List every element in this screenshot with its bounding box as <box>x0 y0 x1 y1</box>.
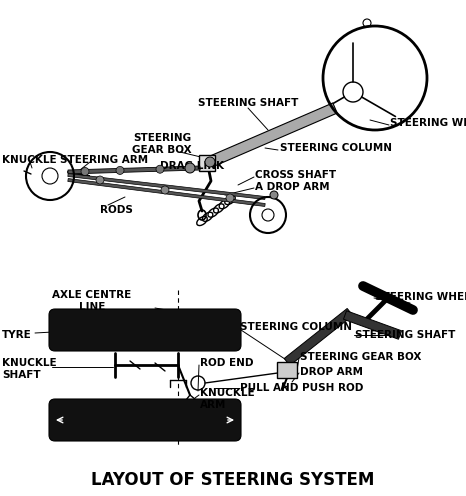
FancyBboxPatch shape <box>49 399 241 441</box>
Text: KNUCKLE: KNUCKLE <box>2 155 57 165</box>
Text: CROSS SHAFT: CROSS SHAFT <box>255 170 336 180</box>
Circle shape <box>205 157 215 167</box>
FancyBboxPatch shape <box>49 309 241 351</box>
Text: STEERING
GEAR BOX: STEERING GEAR BOX <box>132 133 192 155</box>
Circle shape <box>226 194 234 202</box>
Circle shape <box>96 176 104 184</box>
Text: DRAG LINK: DRAG LINK <box>160 161 224 171</box>
Text: STEERING WHEEL: STEERING WHEEL <box>375 292 466 302</box>
Text: STEERING SHAFT: STEERING SHAFT <box>198 98 298 108</box>
Circle shape <box>161 186 169 194</box>
Text: KNUCKLE
SHAFT: KNUCKLE SHAFT <box>2 358 57 379</box>
Circle shape <box>156 165 164 173</box>
Polygon shape <box>343 311 402 339</box>
Polygon shape <box>68 166 200 174</box>
Text: ROD END: ROD END <box>200 358 254 368</box>
Text: PULL AND PUSH ROD: PULL AND PUSH ROD <box>240 383 363 393</box>
Circle shape <box>270 191 278 199</box>
Text: DROP ARM: DROP ARM <box>300 367 363 377</box>
Text: LAYOUT OF STEERING SYSTEM: LAYOUT OF STEERING SYSTEM <box>91 471 375 489</box>
Circle shape <box>116 167 124 175</box>
Text: TYRE: TYRE <box>2 330 32 340</box>
Circle shape <box>81 168 89 176</box>
Text: A DROP ARM: A DROP ARM <box>255 182 329 192</box>
Polygon shape <box>199 155 215 171</box>
Text: STEERING WHEEL: STEERING WHEEL <box>390 118 466 128</box>
Polygon shape <box>208 103 337 167</box>
Text: STEERING COLUMN: STEERING COLUMN <box>280 143 392 153</box>
Text: STEERING ARM: STEERING ARM <box>60 155 148 165</box>
Polygon shape <box>68 174 265 199</box>
Polygon shape <box>68 179 265 206</box>
Circle shape <box>185 163 195 173</box>
Text: STEERING SHAFT: STEERING SHAFT <box>355 330 455 340</box>
Text: AXLE CENTRE
LINE: AXLE CENTRE LINE <box>52 290 131 311</box>
Polygon shape <box>277 362 297 378</box>
Text: RODS: RODS <box>100 205 133 215</box>
Polygon shape <box>284 309 353 366</box>
Text: STEERING GEAR BOX: STEERING GEAR BOX <box>300 352 421 362</box>
Text: STEERING COLUMN: STEERING COLUMN <box>240 322 352 332</box>
Text: KNUCKLE
ARM: KNUCKLE ARM <box>200 388 254 410</box>
